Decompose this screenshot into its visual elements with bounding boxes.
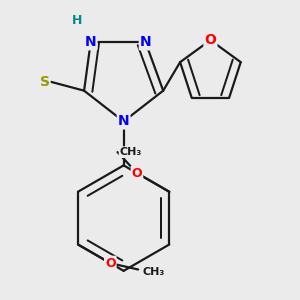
Text: O: O bbox=[105, 257, 116, 270]
Text: N: N bbox=[140, 35, 152, 49]
Text: N: N bbox=[85, 35, 97, 49]
Text: H: H bbox=[72, 14, 83, 27]
Text: CH₃: CH₃ bbox=[120, 147, 142, 157]
Text: S: S bbox=[40, 75, 50, 89]
Text: N: N bbox=[118, 114, 129, 128]
Text: O: O bbox=[132, 167, 142, 180]
Text: CH₃: CH₃ bbox=[142, 267, 165, 277]
Text: O: O bbox=[205, 33, 216, 47]
